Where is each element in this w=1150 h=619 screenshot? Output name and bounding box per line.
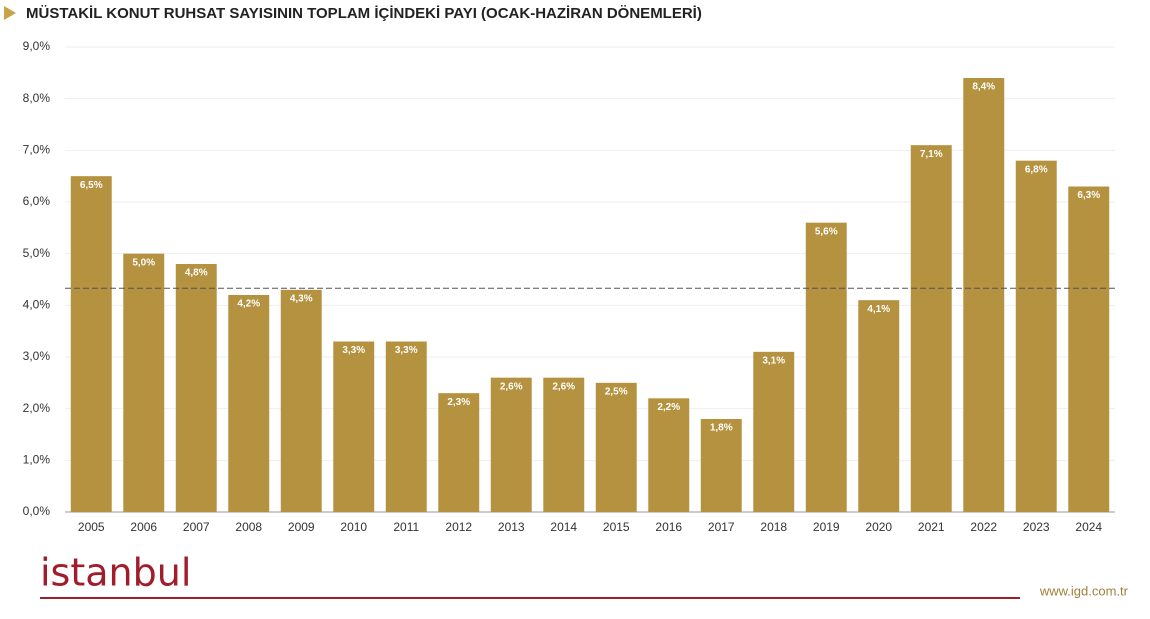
bar — [1068, 186, 1110, 512]
bar — [70, 176, 112, 512]
y-tick-label: 0,0% — [23, 504, 51, 518]
value-label: 5,6% — [815, 226, 838, 237]
x-tick-label: 2014 — [550, 520, 577, 534]
y-tick-label: 1,0% — [23, 453, 51, 467]
bar — [175, 264, 217, 512]
value-label: 2,6% — [552, 381, 575, 392]
bar — [543, 377, 585, 512]
y-tick-label: 7,0% — [23, 143, 51, 157]
value-label: 1,8% — [710, 423, 733, 434]
x-tick-label: 2022 — [970, 520, 997, 534]
value-label: 8,4% — [972, 82, 995, 93]
value-label: 2,3% — [447, 397, 470, 408]
bar — [280, 289, 322, 512]
y-tick-label: 2,0% — [23, 401, 51, 415]
x-tick-label: 2023 — [1023, 520, 1050, 534]
x-tick-label: 2013 — [498, 520, 525, 534]
value-label: 7,1% — [920, 149, 943, 160]
bar — [385, 341, 427, 512]
y-tick-label: 5,0% — [23, 246, 51, 260]
x-tick-label: 2005 — [78, 520, 105, 534]
value-label: 6,5% — [80, 180, 103, 191]
value-label: 6,3% — [1077, 190, 1100, 201]
bar — [805, 222, 847, 512]
value-label: 4,3% — [290, 293, 313, 304]
x-tick-label: 2021 — [918, 520, 945, 534]
bar — [753, 351, 795, 512]
x-tick-label: 2015 — [603, 520, 630, 534]
value-label: 4,8% — [185, 268, 208, 279]
y-tick-label: 8,0% — [23, 91, 51, 105]
y-tick-label: 3,0% — [23, 349, 51, 363]
value-label: 6,8% — [1025, 164, 1048, 175]
x-tick-label: 2006 — [130, 520, 157, 534]
bar — [858, 300, 900, 512]
bar — [333, 341, 375, 512]
value-label: 4,1% — [867, 304, 890, 315]
bar — [910, 145, 952, 512]
value-label: 2,5% — [605, 386, 628, 397]
x-tick-label: 2019 — [813, 520, 840, 534]
x-tick-label: 2007 — [183, 520, 210, 534]
value-label: 3,1% — [762, 355, 785, 366]
bar — [228, 295, 270, 512]
x-tick-label: 2024 — [1075, 520, 1102, 534]
chart-title: MÜSTAKİL KONUT RUHSAT SAYISININ TOPLAM İ… — [26, 5, 702, 22]
bar — [1015, 160, 1057, 512]
x-tick-label: 2016 — [655, 520, 682, 534]
y-tick-label: 9,0% — [23, 39, 51, 53]
logo: istanbul — [40, 551, 191, 595]
value-label: 4,2% — [237, 299, 260, 310]
bar — [595, 382, 637, 512]
value-label: 2,2% — [657, 402, 680, 413]
value-label: 5,0% — [132, 257, 155, 268]
bar — [438, 393, 480, 512]
bar — [648, 398, 690, 512]
x-tick-label: 2017 — [708, 520, 735, 534]
x-tick-label: 2011 — [393, 520, 419, 534]
x-tick-label: 2008 — [235, 520, 262, 534]
y-tick-label: 4,0% — [23, 298, 51, 312]
title-icon — [4, 6, 16, 20]
y-tick-label: 6,0% — [23, 194, 51, 208]
bar — [123, 253, 165, 512]
x-tick-label: 2010 — [340, 520, 367, 534]
bar — [490, 377, 532, 512]
x-tick-label: 2012 — [445, 520, 472, 534]
bar — [700, 419, 742, 512]
x-tick-label: 2009 — [288, 520, 315, 534]
value-label: 2,6% — [500, 381, 523, 392]
x-tick-label: 2020 — [865, 520, 892, 534]
x-tick-label: 2018 — [760, 520, 787, 534]
bar — [963, 78, 1005, 512]
source: www.igd.com.tr — [1039, 583, 1129, 598]
value-label: 3,3% — [342, 345, 365, 356]
value-label: 3,3% — [395, 345, 418, 356]
